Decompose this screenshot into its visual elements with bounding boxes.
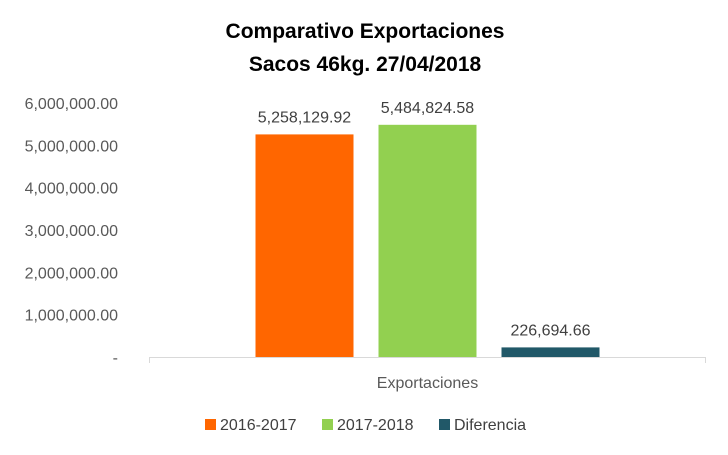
y-tick-label: 6,000,000.00 [25,96,119,113]
legend-label: 2016-2017 [220,417,297,434]
data-label: 5,258,129.92 [258,109,352,126]
bar-2016-2017 [255,134,354,357]
legend-swatch [322,419,333,430]
x-category-label: Exportaciones [377,375,478,392]
legend-label: Diferencia [454,417,526,434]
y-tick-label: - [113,350,118,367]
x-axis: Exportaciones [149,357,706,392]
data-label: 5,484,824.58 [381,100,475,117]
y-tick-label: 3,000,000.00 [25,223,119,240]
y-axis: - 1,000,000.00 2,000,000.00 3,000,000.00 4,0… [25,96,119,367]
data-label: 226,694.66 [510,322,590,339]
bar-2017-2018 [378,124,477,358]
legend: 2016-2017 2017-2018 Diferencia [205,417,526,434]
bars: 5,258,129.92 5,484,824.58 226,694.66 [255,100,600,358]
chart-subtitle: Sacos 46kg. 27/04/2018 [249,53,482,76]
legend-label: 2017-2018 [337,417,414,434]
y-tick-label: 2,000,000.00 [25,265,119,282]
chart-title: Comparativo Exportaciones [226,20,505,43]
bar-diferencia [501,347,600,357]
legend-swatch [205,419,216,430]
y-tick-label: 1,000,000.00 [25,308,119,325]
y-tick-label: 5,000,000.00 [25,138,119,155]
y-tick-label: 4,000,000.00 [25,181,119,198]
legend-swatch [439,419,450,430]
